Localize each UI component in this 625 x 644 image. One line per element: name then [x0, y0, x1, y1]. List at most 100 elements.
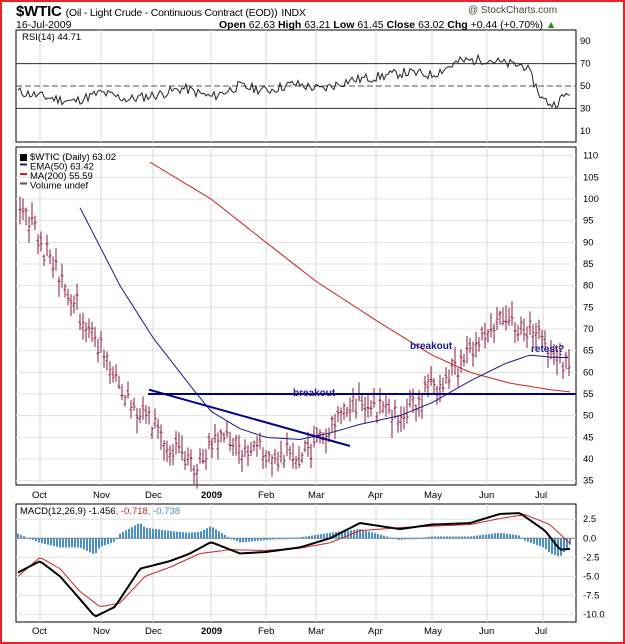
- price-bar: [84, 322, 88, 343]
- watermark: @ StockCharts.com: [468, 5, 558, 16]
- price-bar: [309, 443, 313, 469]
- price-bar: [495, 306, 499, 331]
- macd-hist-bar: [503, 533, 505, 539]
- ema50-line: [79, 207, 569, 441]
- price-bar: [561, 361, 565, 380]
- macd-hist-bar: [395, 538, 397, 540]
- price-bar: [354, 398, 358, 419]
- price-bar: [147, 406, 151, 425]
- macd-hist-bar: [149, 528, 151, 539]
- price-bar: [51, 256, 55, 278]
- price-bar: [534, 323, 538, 348]
- macd-hist-bar: [428, 536, 430, 539]
- price-tick-label: 60: [583, 367, 594, 378]
- macd-hist-bar: [125, 530, 127, 539]
- price-tick-label: 35: [583, 476, 594, 487]
- price-bar: [285, 432, 289, 457]
- macd-hist-bar: [479, 535, 481, 539]
- price-bar: [93, 327, 97, 348]
- price-bar: [105, 351, 109, 371]
- price-bar: [531, 324, 535, 347]
- macd-hist-bar: [275, 538, 277, 540]
- macd-hist-bar: [386, 536, 388, 539]
- price-bar: [267, 451, 271, 463]
- price-bar: [471, 341, 475, 367]
- macd-hist-bar: [221, 533, 223, 539]
- price-bar: [282, 454, 286, 469]
- price-bar: [207, 433, 211, 450]
- x-axis-label: Nov: [93, 626, 110, 637]
- macd-hist-bar: [287, 538, 289, 540]
- macd-hist-bar: [533, 538, 535, 544]
- macd-hist-bar: [488, 534, 490, 539]
- macd-hist-bar: [227, 536, 229, 539]
- macd-hist-bar: [140, 523, 142, 539]
- macd-hist-bar: [452, 536, 454, 539]
- price-bar: [564, 351, 568, 370]
- high-value: 63.21: [304, 19, 331, 31]
- chg-label: Chg: [447, 19, 468, 31]
- price-bar: [300, 452, 304, 464]
- price-bar: [66, 289, 70, 306]
- macd-hist-bar: [485, 534, 487, 539]
- price-bar: [129, 400, 133, 419]
- price-bar: [264, 449, 268, 468]
- macd-hist-bar: [119, 533, 121, 539]
- macd-hist-bar: [548, 538, 550, 553]
- macd-hist-bar: [410, 538, 412, 540]
- price-bar: [144, 404, 148, 424]
- rsi-line: [17, 53, 571, 109]
- price-bar: [201, 448, 205, 465]
- price-bar: [249, 442, 253, 457]
- macd-hist-bar: [500, 532, 502, 539]
- x-axis-label: Jul: [535, 626, 547, 637]
- macd-label-part: -1.456: [86, 506, 116, 517]
- price-bar: [63, 283, 67, 298]
- macd-hist-bar: [353, 529, 355, 539]
- price-bar: [120, 384, 124, 400]
- macd-label-part: , -0.718: [116, 506, 148, 517]
- macd-hist-bar: [200, 531, 202, 539]
- macd-hist-bar: [344, 530, 346, 539]
- macd-hist-bar: [272, 538, 274, 540]
- price-bar: [126, 381, 130, 399]
- macd-hist-bar: [554, 538, 556, 556]
- price-tick-label: 65: [583, 346, 594, 357]
- macd-panel: [15, 503, 577, 623]
- macd-hist-bar: [158, 529, 160, 539]
- macd-hist-bar: [545, 538, 547, 549]
- price-tick-label: 100: [583, 194, 599, 205]
- macd-hist-bar: [209, 526, 211, 539]
- macd-hist-bar: [248, 538, 250, 542]
- macd-hist-bar: [371, 532, 373, 539]
- price-bar: [504, 305, 508, 331]
- price-bar: [450, 358, 454, 376]
- price-bar: [288, 445, 292, 461]
- price-bar: [225, 420, 229, 438]
- price-bar: [447, 369, 451, 389]
- x-axis-label: May: [424, 490, 442, 501]
- macd-hist-bar: [281, 538, 283, 540]
- macd-hist-bar: [332, 532, 334, 539]
- macd-hist-bar: [245, 538, 247, 542]
- macd-hist-bar: [173, 531, 175, 539]
- rsi-tick-label: 50: [580, 81, 591, 92]
- price-bar: [114, 364, 118, 383]
- close-value: 63.02: [418, 19, 445, 31]
- macd-hist-bar: [20, 534, 22, 539]
- macd-hist-bar: [242, 538, 244, 543]
- price-bar: [273, 448, 277, 464]
- macd-hist-bar: [404, 538, 406, 540]
- x-axis-label: Nov: [93, 490, 110, 501]
- price-bar: [228, 431, 232, 452]
- price-bar: [99, 331, 103, 353]
- price-bar: [279, 440, 283, 463]
- price-bar: [567, 349, 571, 376]
- macd-hist-bar: [188, 532, 190, 539]
- macd-hist-bar: [530, 538, 532, 543]
- macd-hist-bar: [317, 534, 319, 539]
- price-tick-label: 90: [583, 237, 594, 248]
- legend-item: MA(200) 55.59: [30, 171, 93, 182]
- macd-hist-bar: [341, 531, 343, 539]
